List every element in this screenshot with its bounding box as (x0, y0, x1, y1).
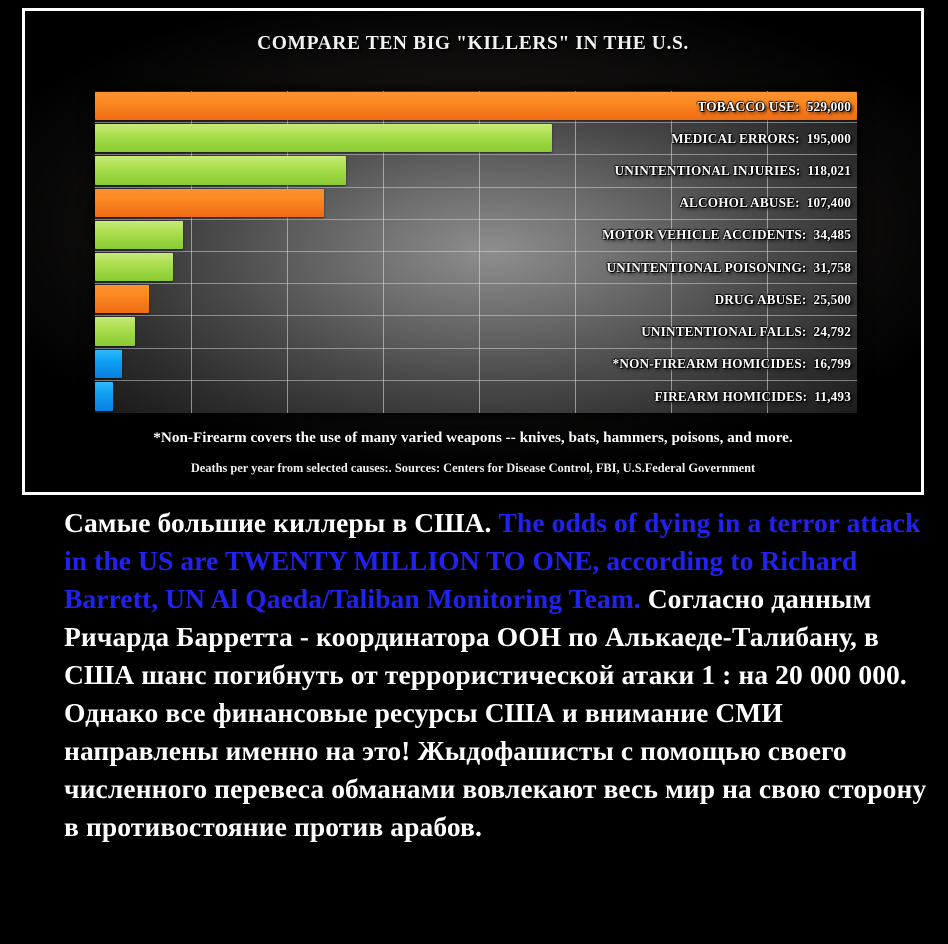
bar-non-firearm-homicides (95, 349, 122, 378)
caption-line7-ru: 20 000 000. Однако все финансовые ресурс… (64, 659, 907, 728)
bar-medical-errors (95, 124, 553, 153)
caption-text-block: Самые большие киллеры в США. The odds of… (64, 504, 942, 846)
caption-line9-ru: Жыдофашисты с помощью своего численного … (64, 735, 847, 804)
gridline-vertical (479, 91, 480, 413)
bar-alcohol-abuse (95, 188, 324, 217)
bar-category-label: ALCOHOL ABUSE: (679, 195, 800, 211)
chart-title: COMPARE TEN BIG "KILLERS" IN THE U.S. (257, 33, 689, 54)
gridline-vertical (287, 91, 288, 413)
chart-row: UNINTENTIONAL POISONING: 31,758 (95, 252, 857, 285)
caption-line11-ru: противостояние против арабов. (85, 811, 482, 842)
bar-category-label: DRUG ABUSE: (714, 291, 807, 307)
gridline-vertical (191, 91, 192, 413)
bar-value-label: 11,493 (814, 388, 851, 404)
bar-category-label: MEDICAL ERRORS: (671, 130, 800, 146)
bar-category-label: UNINTENTIONAL INJURIES: (614, 162, 801, 178)
bar-category-label: TOBACCO USE: (697, 98, 800, 114)
bar-label-firearm-homicides: FIREARM HOMICIDES: 11,493 (655, 381, 851, 413)
bar-category-label: FIREARM HOMICIDES: (654, 388, 808, 404)
bar-value-label: 529,000 (806, 98, 851, 114)
bar-label-tobacco-use: TOBACCO USE: 529,000 (698, 91, 851, 122)
bar-value-label: 24,792 (813, 323, 851, 339)
bar-value-label: 25,500 (813, 291, 851, 307)
chart-row: UNINTENTIONAL INJURIES: 118,021 (95, 155, 857, 188)
bar-category-label: UNINTENTIONAL POISONING: (606, 259, 807, 275)
chart-row: MEDICAL ERRORS: 195,000 (95, 123, 857, 156)
bar-value-label: 195,000 (806, 130, 851, 146)
bar-category-label: UNINTENTIONAL FALLS: (641, 323, 807, 339)
caption-line10-ru: обманами вовлекают весь мир на свою стор… (64, 773, 927, 842)
bar-label-unintentional-poisoning: UNINTENTIONAL POISONING: 31,758 (606, 252, 851, 283)
caption-line5-ru: - координатора ООН по Алькаеде-Талибану,… (64, 621, 879, 690)
caption-line1-en: The odds of dying in (498, 507, 741, 538)
caption-line6-ru: шанс погибнуть от террористической атаки… (141, 659, 769, 690)
gridline-vertical (383, 91, 384, 413)
gridline-vertical (767, 91, 768, 413)
bar-unintentional-injuries (95, 156, 347, 185)
caption-line4-en: Monitoring Team. (426, 583, 641, 614)
gridline-vertical (575, 91, 576, 413)
bar-value-label: 34,485 (813, 227, 851, 243)
bar-label-unintentional-falls: UNINTENTIONAL FALLS: 24,792 (641, 316, 851, 347)
chart-footnote: *Non-Firearm covers the use of many vari… (153, 429, 793, 446)
bar-value-label: 118,021 (807, 162, 851, 178)
bar-category-label: MOTOR VEHICLE ACCIDENTS: (602, 227, 807, 243)
bar-unintentional-falls (95, 317, 135, 346)
chart-background: COMPARE TEN BIG "KILLERS" IN THE U.S. TO… (25, 11, 921, 492)
bar-category-label: *NON-FIREARM HOMICIDES: (612, 356, 807, 372)
caption-line8-ru: внимание СМИ направлены именно на это! (64, 697, 783, 766)
chart-row: *NON-FIREARM HOMICIDES: 16,799 (95, 349, 857, 381)
bar-label-non-firearm-homicides: *NON-FIREARM HOMICIDES: 16,799 (613, 349, 851, 380)
bar-label-motor-vehicle-accidents: MOTOR VEHICLE ACCIDENTS: 34,485 (602, 220, 851, 251)
caption-line2-en: a terror attack in the US are TWENTY MIL… (64, 507, 921, 576)
caption-line1-ru: Самые большие киллеры в США. (64, 507, 492, 538)
chart-row: DRUG ABUSE: 25,500 (95, 284, 857, 317)
bar-unintentional-poisoning (95, 252, 173, 282)
bar-label-medical-errors: MEDICAL ERRORS: 195,000 (671, 123, 851, 154)
bar-value-label: 31,758 (813, 259, 851, 275)
chart-row: MOTOR VEHICLE ACCIDENTS: 34,485 (95, 220, 857, 252)
bar-tobacco-use (95, 92, 857, 121)
caption-line3-en: according to Richard Barrett, UN Al Qaed… (64, 545, 858, 614)
bar-firearm-homicides (95, 381, 114, 411)
bar-motor-vehicle-accidents (95, 220, 183, 249)
bar-label-unintentional-injuries: UNINTENTIONAL INJURIES: 118,021 (615, 155, 852, 186)
bar-value-label: 16,799 (813, 356, 851, 372)
chart-plot-area: TOBACCO USE: 529,000 MEDICAL ERRORS: 195… (95, 91, 857, 413)
chart-panel: COMPARE TEN BIG "KILLERS" IN THE U.S. TO… (22, 8, 924, 495)
chart-row: TOBACCO USE: 529,000 (95, 91, 857, 124)
bar-label-alcohol-abuse: ALCOHOL ABUSE: 107,400 (679, 188, 851, 219)
gridline-vertical (671, 91, 672, 413)
chart-row: UNINTENTIONAL FALLS: 24,792 (95, 316, 857, 349)
chart-source-line: Deaths per year from selected causes:. S… (190, 461, 756, 475)
bar-drug-abuse (95, 285, 150, 314)
bar-label-drug-abuse: DRUG ABUSE: 25,500 (715, 284, 851, 315)
chart-row: FIREARM HOMICIDES: 11,493 (95, 381, 857, 413)
caption-line4-ru: Согласно данным Ричарда Барретта (64, 583, 872, 652)
chart-row: ALCOHOL ABUSE: 107,400 (95, 188, 857, 220)
bar-value-label: 107,400 (806, 195, 851, 211)
